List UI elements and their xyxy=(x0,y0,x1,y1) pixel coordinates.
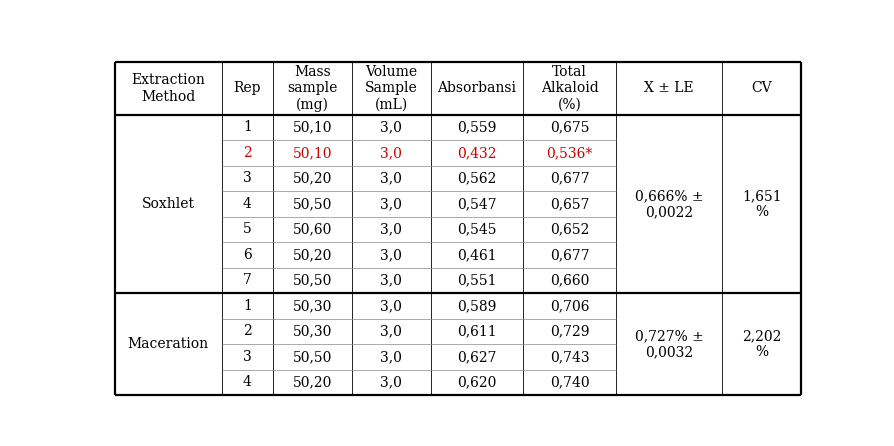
Text: 3,0: 3,0 xyxy=(380,197,402,211)
Text: 1,651
%: 1,651 % xyxy=(742,189,781,219)
Text: 0,536*: 0,536* xyxy=(546,146,593,160)
Text: 3,0: 3,0 xyxy=(380,299,402,313)
Text: 0,740: 0,740 xyxy=(550,376,589,389)
Text: 50,20: 50,20 xyxy=(292,171,332,186)
Text: 50,10: 50,10 xyxy=(292,120,333,135)
Text: 0,627: 0,627 xyxy=(458,350,497,364)
Text: 50,50: 50,50 xyxy=(292,273,332,288)
Text: 3,0: 3,0 xyxy=(380,223,402,236)
Text: 0,727% ±
0,0032: 0,727% ± 0,0032 xyxy=(635,329,704,359)
Text: 3: 3 xyxy=(243,350,251,364)
Text: Absorbansi: Absorbansi xyxy=(437,82,517,95)
Text: 3: 3 xyxy=(243,171,251,186)
Text: 0,589: 0,589 xyxy=(458,299,497,313)
Text: 3,0: 3,0 xyxy=(380,171,402,186)
Text: 50,60: 50,60 xyxy=(292,223,332,236)
Text: Rep: Rep xyxy=(233,82,261,95)
Text: 0,611: 0,611 xyxy=(457,325,497,339)
Text: Extraction
Method: Extraction Method xyxy=(131,73,206,103)
Text: 2: 2 xyxy=(243,325,251,339)
Text: 0,666% ±
0,0022: 0,666% ± 0,0022 xyxy=(635,189,704,219)
Text: 0,620: 0,620 xyxy=(458,376,497,389)
Text: 50,10: 50,10 xyxy=(292,146,333,160)
Text: 0,743: 0,743 xyxy=(550,350,589,364)
Text: 0,432: 0,432 xyxy=(458,146,497,160)
Text: 0,660: 0,660 xyxy=(550,273,589,288)
Text: 0,729: 0,729 xyxy=(550,325,589,339)
Text: 6: 6 xyxy=(243,248,251,262)
Text: 3,0: 3,0 xyxy=(380,350,402,364)
Text: 5: 5 xyxy=(243,223,251,236)
Text: 50,50: 50,50 xyxy=(292,197,332,211)
Text: 7: 7 xyxy=(243,273,252,288)
Text: 4: 4 xyxy=(243,376,252,389)
Text: 3,0: 3,0 xyxy=(380,273,402,288)
Text: 3,0: 3,0 xyxy=(380,146,402,160)
Text: 0,545: 0,545 xyxy=(458,223,497,236)
Text: 4: 4 xyxy=(243,197,252,211)
Text: 3,0: 3,0 xyxy=(380,248,402,262)
Text: 3,0: 3,0 xyxy=(380,376,402,389)
Text: 0,657: 0,657 xyxy=(550,197,589,211)
Text: 1: 1 xyxy=(243,120,252,135)
Text: X ± LE: X ± LE xyxy=(645,82,694,95)
Text: 1: 1 xyxy=(243,299,252,313)
Text: Soxhlet: Soxhlet xyxy=(142,197,195,211)
Text: Mass
sample
(mg): Mass sample (mg) xyxy=(287,65,338,112)
Text: Volume
Sample
(mL): Volume Sample (mL) xyxy=(365,65,417,112)
Text: 0,706: 0,706 xyxy=(550,299,589,313)
Text: 0,677: 0,677 xyxy=(550,248,589,262)
Text: 0,559: 0,559 xyxy=(458,120,497,135)
Text: Total
Alkaloid
(%): Total Alkaloid (%) xyxy=(541,65,598,112)
Text: 50,20: 50,20 xyxy=(292,248,332,262)
Text: 0,652: 0,652 xyxy=(550,223,589,236)
Text: 50,50: 50,50 xyxy=(292,350,332,364)
Text: 2,202
%: 2,202 % xyxy=(742,329,781,359)
Text: 50,20: 50,20 xyxy=(292,376,332,389)
Text: 50,30: 50,30 xyxy=(292,299,332,313)
Text: 3,0: 3,0 xyxy=(380,325,402,339)
Text: 0,562: 0,562 xyxy=(458,171,497,186)
Text: CV: CV xyxy=(751,82,772,95)
Text: 2: 2 xyxy=(243,146,251,160)
Text: 0,675: 0,675 xyxy=(550,120,589,135)
Text: 0,461: 0,461 xyxy=(457,248,497,262)
Text: 0,547: 0,547 xyxy=(457,197,497,211)
Text: 0,551: 0,551 xyxy=(458,273,497,288)
Text: 0,677: 0,677 xyxy=(550,171,589,186)
Text: 50,30: 50,30 xyxy=(292,325,332,339)
Text: 3,0: 3,0 xyxy=(380,120,402,135)
Text: Maceration: Maceration xyxy=(128,337,209,351)
